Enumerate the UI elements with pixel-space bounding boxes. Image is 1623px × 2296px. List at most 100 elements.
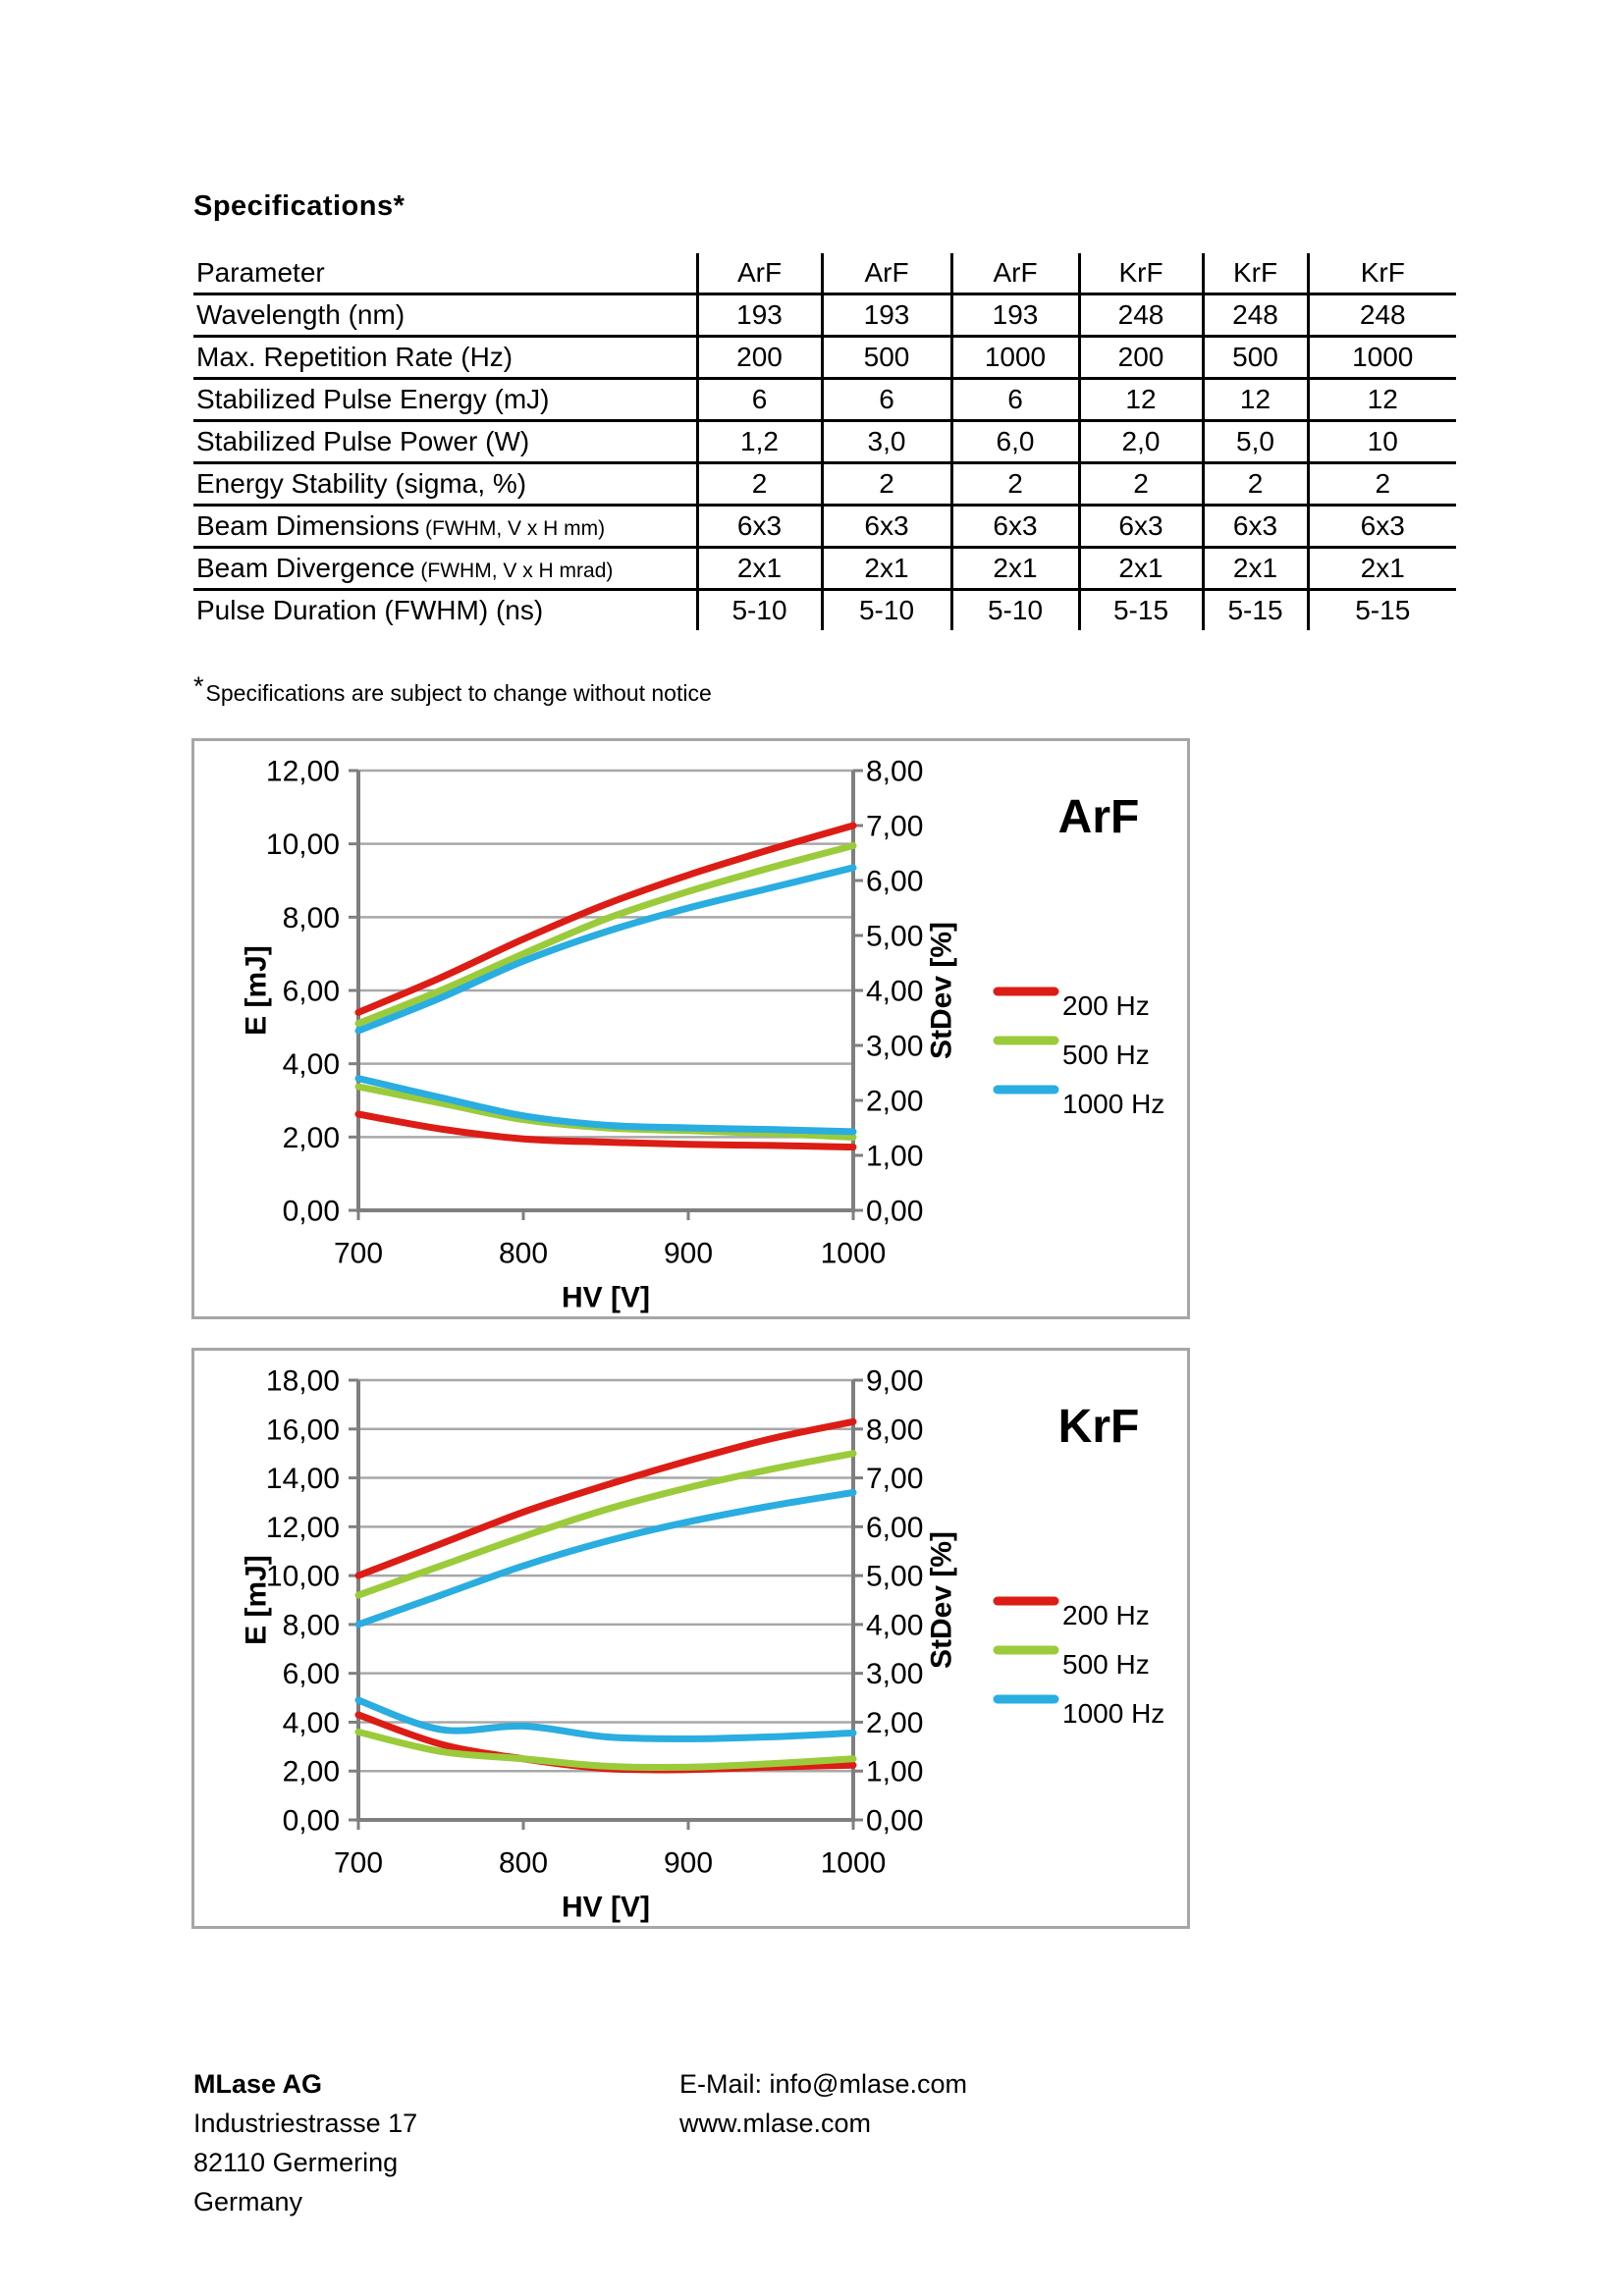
svg-text:1,00: 1,00 (866, 1756, 923, 1789)
value-cell: 2 (695, 462, 822, 507)
table-row: Wavelength (nm) 193 193 193 248 248 248 (193, 294, 1456, 338)
svg-text:700: 700 (334, 1238, 383, 1270)
footer-contact-block: E-Mail: info@mlase.com www.mlase.com (679, 2064, 967, 2143)
header-cell-parameter: Parameter (193, 253, 697, 295)
param-label-cell: Pulse Duration (FWHM) (ns) (196, 595, 544, 625)
footer-address-line: 82110 Germering (193, 2148, 399, 2177)
svg-text:12,00: 12,00 (266, 1512, 340, 1544)
value-cell: 2x1 (695, 547, 822, 591)
value-cell: 200 (695, 336, 822, 380)
chart-krf: 0,00 2,00 4,00 6,00 8,00 10,00 12,00 14,00 16,00… (191, 1348, 1190, 1929)
param-label-cell: Energy Stability (sigma, %) (193, 462, 697, 507)
svg-text:900: 900 (664, 1238, 713, 1270)
param-label-suffix: (FWHM, V x H mm) (419, 517, 606, 540)
arf-chart-svg: 0,00 2,00 4,00 6,00 8,00 10,00 12,00 0,00 1,00 2,… (241, 756, 1165, 1314)
svg-text:1000: 1000 (821, 1847, 887, 1880)
value-cell: 248 (1306, 294, 1456, 338)
table-row: Max. Repetition Rate (Hz) 200 500 1000 200 50… (193, 336, 1456, 380)
svg-text:6,00: 6,00 (283, 1658, 340, 1690)
svg-text:900: 900 (664, 1847, 713, 1880)
svg-text:1,00: 1,00 (866, 1141, 923, 1173)
svg-text:10,00: 10,00 (266, 1561, 340, 1593)
specifications-table: Parameter ArF ArF ArF KrF KrF KrF Wavelength (n… (193, 253, 1456, 630)
svg-text:7,00: 7,00 (866, 1463, 923, 1495)
value-cell: 3,0 (820, 420, 951, 464)
svg-text:2,00: 2,00 (283, 1756, 340, 1789)
series-stdev-1000-hz (354, 1075, 857, 1136)
value-cell: 2,0 (1077, 420, 1203, 464)
value-cell: 12 (1306, 378, 1456, 422)
param-label-cell: Wavelength (nm) (193, 294, 697, 338)
value-cell: 1000 (1306, 336, 1456, 380)
footer-website: www.mlase.com (679, 2109, 872, 2138)
footnote-text: Specifications are subject to change wit… (205, 680, 712, 706)
page-title: Specifications* (193, 190, 406, 222)
legend-item-200hz: 200 Hz (993, 1596, 1150, 1630)
table-row: Stabilized Pulse Energy (mJ) 6 6 6 12 12 12 (193, 378, 1456, 422)
legend: 200 Hz 500 Hz 1000 Hz (993, 1596, 1164, 1729)
footer-address-line: Germany (193, 2187, 303, 2216)
value-cell: 2 (1306, 462, 1456, 507)
svg-text:0,00: 0,00 (866, 1196, 923, 1228)
value-cell: 6x3 (1201, 505, 1308, 549)
svg-text:14,00: 14,00 (266, 1463, 340, 1495)
legend-item-1000hz: 1000 Hz (993, 1085, 1164, 1119)
left-axis-ticks: 0,00 2,00 4,00 6,00 8,00 10,00 12,00 14,00 16,00… (266, 1365, 358, 1838)
value-cell: 5,0 (1201, 420, 1308, 464)
right-axis-ticks: 0,00 1,00 2,00 3,00 4,00 5,00 6,00 7,00 8,00 9,00 (853, 1365, 923, 1838)
series-e-500-hz (354, 1450, 857, 1599)
value-cell: 2x1 (949, 547, 1079, 591)
value-cell: 248 (1201, 294, 1308, 338)
chart-title: ArF (1058, 791, 1140, 843)
svg-text:8,00: 8,00 (866, 756, 923, 788)
series-curves (354, 822, 857, 1151)
series-e-200-hz (354, 1417, 857, 1579)
x-axis-title: HV [V] (562, 1892, 650, 1924)
value-cell: 12 (1201, 378, 1308, 422)
svg-text:9,00: 9,00 (866, 1365, 923, 1398)
svg-text:8,00: 8,00 (866, 1414, 923, 1446)
legend-item-200hz: 200 Hz (993, 987, 1150, 1021)
param-label-cell: Stabilized Pulse Energy (mJ) (193, 378, 697, 422)
value-cell: 5-10 (949, 589, 1079, 630)
series-stdev-200-hz (354, 1110, 857, 1151)
value-cell: 2 (1077, 462, 1203, 507)
series-e-200-hz (354, 822, 857, 1016)
value-cell: 2 (1201, 462, 1308, 507)
svg-text:8,00: 8,00 (283, 902, 340, 934)
param-label-cell: Beam Dimensions (FWHM, V x H mm) (193, 505, 697, 549)
legend-item-1000hz: 1000 Hz (993, 1694, 1164, 1729)
svg-text:16,00: 16,00 (266, 1414, 340, 1446)
value-cell: 5-15 (1306, 589, 1456, 630)
svg-text:2,00: 2,00 (866, 1086, 923, 1118)
svg-text:4,00: 4,00 (283, 1707, 340, 1739)
value-cell: 248 (1077, 294, 1203, 338)
svg-text:0,00: 0,00 (283, 1805, 340, 1838)
svg-text:8,00: 8,00 (283, 1609, 340, 1641)
svg-text:700: 700 (334, 1847, 383, 1880)
value-cell: 193 (949, 294, 1079, 338)
svg-text:3,00: 3,00 (866, 1031, 923, 1063)
value-cell: 6,0 (949, 420, 1079, 464)
value-cell: 6x3 (1306, 505, 1456, 549)
header-cell: KrF (1077, 253, 1203, 295)
header-cell: ArF (949, 253, 1079, 295)
value-cell: 5-15 (1077, 589, 1203, 630)
svg-text:4,00: 4,00 (283, 1048, 340, 1081)
param-label-cell: Max. Repetition Rate (Hz) (193, 336, 697, 380)
param-label-suffix: (FWHM, V x H mrad) (414, 560, 614, 582)
table-row: Energy Stability (sigma, %) 2 2 2 2 2 2 (193, 462, 1456, 507)
value-cell: 500 (820, 336, 951, 380)
svg-text:200 Hz: 200 Hz (1062, 1600, 1150, 1630)
value-cell: 2x1 (1201, 547, 1308, 591)
value-cell: 1000 (949, 336, 1079, 380)
footnote-asterisk: * (193, 671, 204, 701)
table-row: Pulse Duration (FWHM) (ns) 5-10 5-10 5-10 5-… (193, 589, 1456, 630)
legend-item-500hz: 500 Hz (993, 1645, 1150, 1680)
value-cell: 2 (949, 462, 1079, 507)
svg-text:800: 800 (499, 1238, 548, 1270)
series-stdev-1000-hz (354, 1696, 857, 1742)
x-axis-ticks: 700 800 900 1000 (334, 1820, 886, 1880)
header-cell: KrF (1201, 253, 1308, 295)
